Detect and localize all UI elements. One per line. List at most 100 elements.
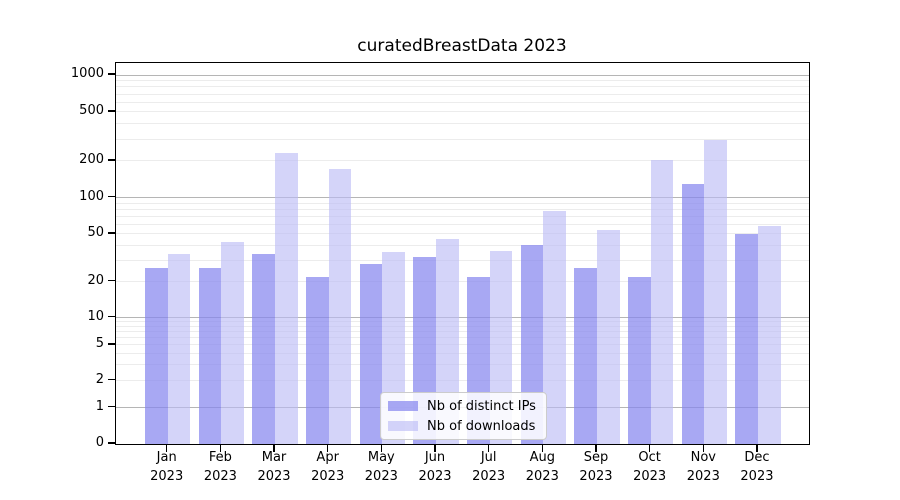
bar-downloads bbox=[650, 160, 674, 444]
gridlines-layer bbox=[116, 63, 809, 444]
minor-gridline bbox=[116, 208, 809, 210]
bar-distinct-ips bbox=[305, 276, 329, 444]
x-tick-mark bbox=[326, 444, 329, 452]
y-tick-mark bbox=[108, 343, 115, 345]
x-tick-mark bbox=[702, 444, 705, 452]
y-tick-mark bbox=[108, 159, 115, 161]
x-tick-mark bbox=[595, 444, 597, 452]
x-tick-mark bbox=[380, 444, 383, 452]
minor-gridline bbox=[116, 337, 809, 339]
y-tick-mark bbox=[108, 405, 115, 408]
x-tick-label: Aug 2023 bbox=[525, 450, 559, 484]
bars-layer bbox=[116, 63, 809, 444]
minor-gridline bbox=[116, 93, 809, 95]
minor-gridline bbox=[116, 101, 809, 103]
bar-downloads bbox=[275, 153, 298, 444]
minor-gridline bbox=[116, 244, 809, 246]
y-tick-label: 100 bbox=[79, 188, 104, 204]
y-tick-label: 2 bbox=[95, 371, 104, 387]
minor-gridline bbox=[116, 344, 809, 346]
legend-item-label: Nb of distinct IPs bbox=[427, 398, 536, 414]
major-gridline bbox=[116, 74, 809, 76]
minor-gridline bbox=[116, 80, 809, 82]
y-tick-label: 1 bbox=[95, 398, 104, 414]
y-tick-label: 20 bbox=[87, 272, 104, 288]
x-tick-mark bbox=[541, 444, 544, 452]
y-tick-mark bbox=[108, 232, 115, 234]
x-tick-mark bbox=[648, 444, 651, 452]
bar-downloads bbox=[167, 253, 191, 444]
y-tick-label: 0 bbox=[95, 435, 104, 450]
x-tick-mark bbox=[756, 444, 758, 452]
legend-item: Nb of distinct IPs bbox=[388, 398, 536, 414]
minor-gridline bbox=[116, 321, 809, 323]
minor-gridline bbox=[116, 160, 809, 162]
minor-gridline bbox=[116, 233, 809, 235]
minor-gridline bbox=[116, 202, 809, 204]
bar-downloads bbox=[543, 210, 567, 444]
x-tick-mark bbox=[487, 444, 490, 452]
minor-gridline bbox=[116, 223, 809, 225]
x-tick-label: Mar 2023 bbox=[257, 450, 291, 484]
bar-distinct-ips bbox=[359, 264, 383, 444]
y-tick-mark bbox=[108, 279, 115, 282]
y-tick-mark bbox=[108, 442, 115, 444]
bar-downloads bbox=[328, 169, 352, 444]
bar-distinct-ips bbox=[574, 267, 597, 444]
bar-distinct-ips bbox=[735, 233, 758, 444]
x-tick-label: Jun 2023 bbox=[418, 450, 452, 484]
legend-item: Nb of downloads bbox=[388, 418, 536, 434]
minor-gridline bbox=[116, 259, 809, 261]
minor-gridline bbox=[116, 281, 809, 283]
legend-swatch bbox=[388, 401, 418, 411]
minor-gridline bbox=[116, 215, 809, 217]
y-tick-label: 500 bbox=[79, 102, 104, 118]
minor-gridline bbox=[116, 86, 809, 88]
bar-distinct-ips bbox=[144, 267, 168, 444]
minor-gridline bbox=[116, 138, 809, 140]
major-gridline bbox=[116, 317, 809, 319]
y-tick-label: 1000 bbox=[70, 66, 104, 81]
x-tick-label: Jan 2023 bbox=[150, 450, 184, 484]
y-tick-label: 10 bbox=[87, 308, 104, 324]
minor-gridline bbox=[116, 331, 809, 333]
x-tick-mark bbox=[434, 444, 436, 452]
legend-swatch bbox=[388, 421, 418, 431]
y-tick-label: 200 bbox=[79, 151, 104, 167]
chart-title: curatedBreastData 2023 bbox=[357, 36, 567, 56]
y-tick-mark bbox=[108, 315, 115, 318]
minor-gridline bbox=[116, 353, 809, 354]
x-tick-label: Apr 2023 bbox=[311, 450, 345, 484]
major-gridline bbox=[116, 197, 809, 199]
x-tick-label: Oct 2023 bbox=[633, 450, 667, 484]
x-tick-mark bbox=[165, 444, 168, 452]
bar-downloads bbox=[704, 139, 728, 444]
minor-gridline bbox=[116, 364, 809, 366]
minor-gridline bbox=[116, 123, 809, 125]
x-tick-label: Sep 2023 bbox=[579, 450, 613, 484]
bar-distinct-ips bbox=[198, 267, 222, 444]
y-tick-mark bbox=[108, 195, 115, 198]
minor-gridline bbox=[116, 325, 809, 327]
y-tick-mark bbox=[108, 73, 115, 75]
x-tick-mark bbox=[273, 444, 275, 452]
y-tick-label: 5 bbox=[95, 335, 104, 351]
bar-downloads bbox=[221, 241, 245, 444]
x-tick-label: Feb 2023 bbox=[203, 450, 237, 484]
x-tick-mark bbox=[219, 444, 222, 452]
x-tick-label: Nov 2023 bbox=[686, 450, 720, 484]
plot-area: Nb of distinct IPs Nb of downloads bbox=[115, 62, 810, 445]
bar-downloads bbox=[757, 226, 781, 444]
x-tick-label: May 2023 bbox=[364, 450, 398, 484]
y-tick-mark bbox=[108, 110, 115, 112]
bar-distinct-ips bbox=[681, 184, 705, 444]
bar-distinct-ips bbox=[627, 276, 651, 444]
y-tick-label: 50 bbox=[87, 224, 104, 240]
legend-item-label: Nb of downloads bbox=[427, 418, 536, 434]
x-tick-label: Dec 2023 bbox=[740, 450, 774, 484]
minor-gridline bbox=[116, 111, 809, 113]
bar-distinct-ips bbox=[252, 253, 276, 444]
legend: Nb of distinct IPs Nb of downloads bbox=[380, 392, 547, 440]
